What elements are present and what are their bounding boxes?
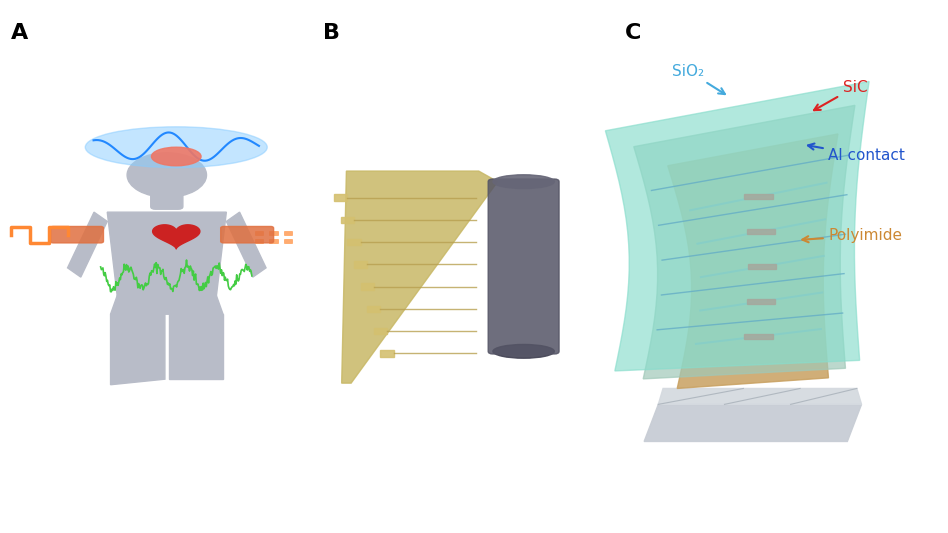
Bar [744,194,773,199]
Bar [747,299,775,304]
Bar [269,239,278,244]
FancyBboxPatch shape [221,227,274,243]
Text: A: A [10,22,28,43]
Polygon shape [111,296,223,314]
Bar [374,328,387,334]
Polygon shape [667,134,838,389]
Text: SiC: SiC [814,79,867,110]
Text: C: C [626,22,642,43]
Bar [354,261,367,268]
Polygon shape [341,171,498,383]
FancyBboxPatch shape [50,227,103,243]
Polygon shape [606,82,869,371]
Polygon shape [153,225,200,249]
Bar [747,229,775,234]
Bar [269,231,278,236]
Ellipse shape [85,127,267,167]
Text: SiO₂: SiO₂ [672,63,725,94]
FancyBboxPatch shape [151,185,183,209]
Bar [255,239,263,244]
Polygon shape [644,405,862,441]
Ellipse shape [152,147,201,166]
Bar [748,264,776,269]
Bar [283,231,292,236]
Circle shape [127,153,207,197]
Text: Al contact: Al contact [808,143,905,164]
Polygon shape [111,314,165,385]
Bar [347,239,360,245]
Bar [380,350,393,357]
Bar [255,231,263,236]
Ellipse shape [493,344,555,358]
Ellipse shape [493,175,555,189]
Polygon shape [169,314,223,379]
Polygon shape [658,389,862,405]
Text: B: B [322,22,339,43]
Text: Polyimide: Polyimide [802,228,902,243]
Bar [360,284,374,290]
Polygon shape [634,106,855,379]
Bar [367,306,380,312]
Polygon shape [227,212,266,277]
Polygon shape [67,212,107,277]
FancyBboxPatch shape [488,179,559,354]
Bar [744,334,773,339]
Bar [340,216,354,223]
Bar [283,239,292,244]
Bar [334,195,347,201]
Polygon shape [107,212,227,296]
